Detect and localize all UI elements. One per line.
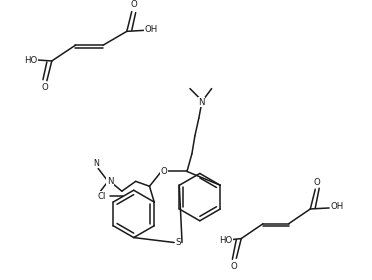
Text: O: O: [231, 262, 238, 271]
Text: HO: HO: [219, 236, 233, 245]
Text: OH: OH: [330, 202, 343, 211]
Text: N: N: [107, 177, 113, 186]
Text: O: O: [161, 167, 168, 176]
Text: O: O: [42, 83, 48, 92]
Text: HO: HO: [24, 57, 38, 66]
Text: S: S: [175, 238, 181, 247]
Text: N: N: [199, 98, 205, 107]
Text: N: N: [93, 159, 99, 168]
Text: Cl: Cl: [97, 192, 106, 201]
Text: O: O: [314, 178, 321, 187]
Text: OH: OH: [145, 25, 158, 34]
Text: O: O: [130, 0, 137, 9]
